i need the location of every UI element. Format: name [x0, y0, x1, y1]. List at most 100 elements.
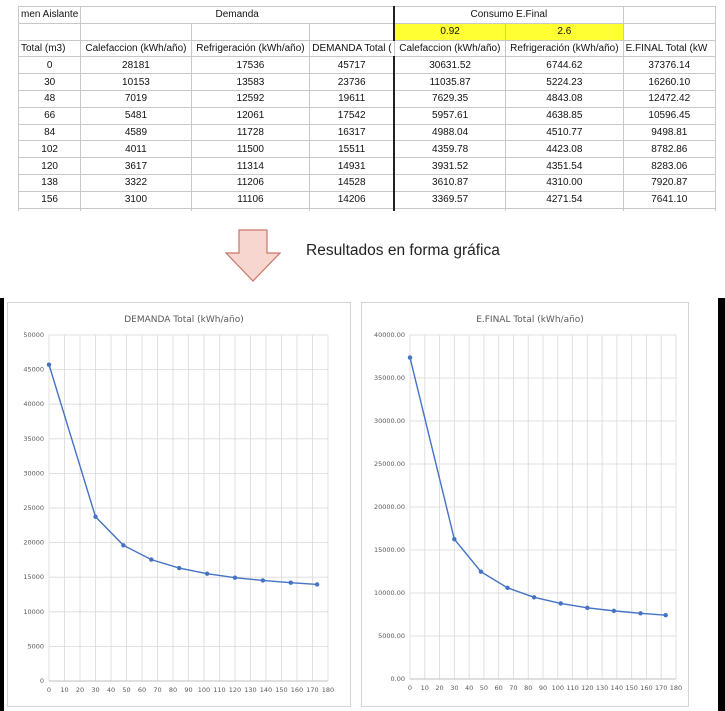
y-tick-label: 40000: [23, 400, 44, 408]
y-tick-label: 25000: [23, 504, 44, 512]
table-cell[interactable]: 3182.61: [393, 207, 507, 211]
table-row: 30 10153 13583 23736 11035.87 5224.23 16260.10: [18, 73, 716, 91]
table-cell[interactable]: 11206: [190, 173, 311, 192]
y-tick-label: 20000.00: [374, 503, 405, 511]
table-cell[interactable]: 4359.78: [393, 140, 507, 159]
table-cell[interactable]: 5481: [80, 106, 192, 125]
table-cell[interactable]: 6744.62: [505, 56, 624, 75]
table-cell[interactable]: 19611: [309, 89, 395, 108]
table-cell[interactable]: 11314: [190, 157, 311, 175]
x-tick-label: 60: [138, 686, 146, 694]
spreadsheet-table: men Aislante Demanda Consumo E.Final 0.9…: [18, 6, 716, 211]
table-cell[interactable]: 30631.52: [393, 56, 507, 75]
table-cell[interactable]: 8283.06: [622, 157, 716, 175]
table-cell[interactable]: 13583: [190, 73, 311, 91]
x-tick-label: 150: [625, 684, 637, 692]
table-cell[interactable]: 4240.38: [505, 207, 624, 211]
table-cell[interactable]: 120: [18, 157, 82, 175]
table-cell[interactable]: 156: [18, 190, 82, 209]
table-cell[interactable]: 14931: [309, 157, 395, 175]
demanda-group-header: Demanda: [80, 6, 395, 24]
table-cell[interactable]: 5224.23: [505, 73, 624, 91]
table-cell[interactable]: 3322: [80, 173, 192, 192]
table-cell[interactable]: 3617: [80, 157, 192, 175]
series-line: [48, 364, 318, 586]
table-cell[interactable]: 11500: [190, 140, 311, 159]
data-point: [478, 569, 484, 574]
x-tick-label: 170: [655, 684, 667, 692]
table-cell[interactable]: 11728: [190, 123, 311, 142]
table-cell[interactable]: 84: [18, 123, 82, 142]
table-cell[interactable]: 16260.10: [622, 73, 716, 91]
y-tick-label: 10000.00: [374, 589, 405, 597]
table-cell[interactable]: 138: [18, 173, 82, 192]
x-tick-label: 110: [213, 686, 225, 694]
y-tick-label: 30000: [23, 469, 44, 477]
table-cell[interactable]: 17542: [309, 106, 395, 125]
table-cell[interactable]: 8782.86: [622, 140, 716, 159]
table-cell[interactable]: 4271.54: [505, 190, 624, 209]
table-cell[interactable]: 7019: [80, 89, 192, 108]
table-cell[interactable]: 10596.45: [622, 106, 716, 125]
table-cell[interactable]: 7422.99: [622, 207, 716, 211]
table-cell[interactable]: 7629.35: [393, 89, 507, 108]
table-cell[interactable]: 30: [18, 73, 82, 91]
frame-edge-right: [718, 298, 725, 711]
table-cell[interactable]: 14528: [309, 173, 395, 192]
table-cell[interactable]: 2928: [80, 207, 192, 211]
table-cell[interactable]: 45717: [309, 56, 395, 75]
col-header: Calefaccion (kWh/año): [80, 39, 192, 58]
table-cell[interactable]: 4589: [80, 123, 192, 142]
x-tick-label: 70: [153, 686, 161, 694]
x-tick-label: 80: [169, 686, 177, 694]
table-cell[interactable]: 10153: [80, 73, 192, 91]
table-cell[interactable]: 11106: [190, 190, 311, 209]
table-cell[interactable]: 4510.77: [505, 123, 624, 142]
table-cell[interactable]: 12061: [190, 106, 311, 125]
table-cell[interactable]: 3931.52: [393, 157, 507, 175]
down-arrow-icon: [225, 229, 281, 282]
table-cell[interactable]: 48: [18, 89, 82, 108]
data-point: [407, 355, 413, 360]
data-point: [46, 362, 52, 367]
table-cell[interactable]: 3369.57: [393, 190, 507, 209]
y-tick-label: 0.00: [391, 675, 405, 683]
table-cell[interactable]: 15511: [309, 140, 395, 159]
table-cell[interactable]: 4351.54: [505, 157, 624, 175]
table-cell[interactable]: 4310.00: [505, 173, 624, 192]
table-cell[interactable]: 11035.87: [393, 73, 507, 91]
table-cell[interactable]: 4843.08: [505, 89, 624, 108]
table-cell[interactable]: 12592: [190, 89, 311, 108]
table-cell[interactable]: 14206: [309, 190, 395, 209]
y-tick-label: 10000: [23, 608, 44, 616]
table-cell[interactable]: 13953: [309, 207, 395, 211]
table-cell[interactable]: 23736: [309, 73, 395, 91]
table-cell[interactable]: 11025: [190, 207, 311, 211]
table-cell[interactable]: 4638.85: [505, 106, 624, 125]
table-cell[interactable]: 5957.61: [393, 106, 507, 125]
table-cell[interactable]: 0: [18, 56, 82, 75]
table-cell[interactable]: 17536: [190, 56, 311, 75]
table-cell[interactable]: 7641.10: [622, 190, 716, 209]
group-header-row: men Aislante Demanda Consumo E.Final: [18, 6, 716, 24]
table-cell[interactable]: 102: [18, 140, 82, 159]
table-cell[interactable]: 3610.87: [393, 173, 507, 192]
table-cell[interactable]: 66: [18, 106, 82, 125]
factor-refrigeracion-cell[interactable]: 2.6: [505, 22, 624, 41]
table-cell[interactable]: 37376.14: [622, 56, 716, 75]
table-cell[interactable]: 16317: [309, 123, 395, 142]
table-cell[interactable]: 9498.81: [622, 123, 716, 142]
efinal-chart-svg: E.FINAL Total (kWh/año) 0 10 20 30 40 50 60 70 8…: [374, 315, 682, 692]
table-cell[interactable]: 4011: [80, 140, 192, 159]
x-tick-label: 50: [122, 686, 130, 694]
table-cell[interactable]: 7920.87: [622, 173, 716, 192]
factor-calefaccion-cell[interactable]: 0.92: [393, 22, 507, 41]
table-cell[interactable]: 4988.04: [393, 123, 507, 142]
table-cell[interactable]: 12472.42: [622, 89, 716, 108]
x-tick-label: 20: [435, 684, 443, 692]
table-cell[interactable]: 28181: [80, 56, 192, 75]
table-cell[interactable]: 4423.08: [505, 140, 624, 159]
table-cell[interactable]: 3100: [80, 190, 192, 209]
data-point: [531, 595, 537, 600]
table-cell[interactable]: 173: [18, 207, 82, 211]
